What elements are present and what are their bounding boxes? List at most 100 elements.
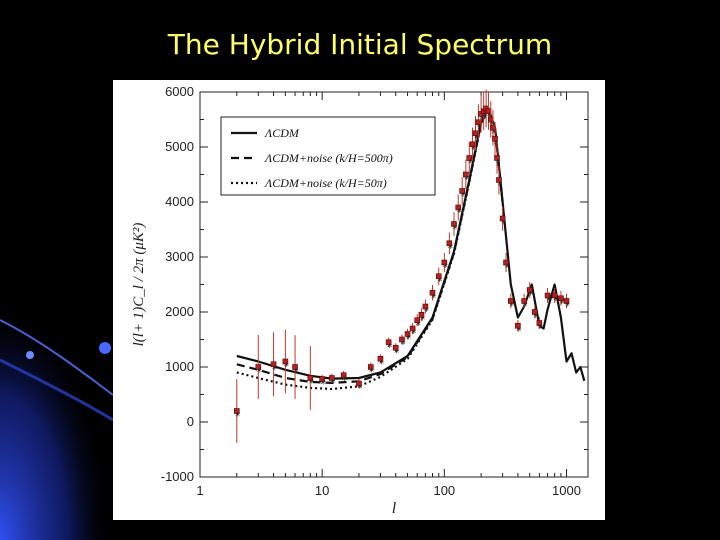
series-curve-1	[236, 108, 504, 384]
data-point	[459, 188, 465, 194]
star-marker: *	[516, 326, 521, 337]
star-marker: *	[342, 375, 347, 386]
star-marker: *	[474, 133, 479, 144]
x-tick-label: 1000	[552, 483, 581, 498]
star-marker: *	[546, 296, 551, 307]
x-tick-label: 1	[196, 483, 203, 498]
data-point	[466, 155, 473, 161]
data-point	[340, 372, 347, 379]
star-marker: *	[424, 307, 429, 318]
star-marker: *	[257, 367, 262, 378]
x-tick-label: 100	[433, 483, 455, 498]
data-point	[282, 358, 289, 365]
y-tick-label: 3000	[165, 249, 194, 264]
star-marker: *	[452, 224, 457, 235]
data-point	[409, 325, 416, 332]
data-point	[494, 155, 500, 161]
data-point	[446, 240, 453, 247]
star-marker: *	[468, 158, 473, 169]
data-point	[451, 221, 457, 227]
star-marker: *	[416, 320, 421, 331]
star-marker: *	[509, 301, 514, 312]
data-point	[492, 135, 498, 142]
star-marker: *	[553, 296, 558, 307]
data-point	[356, 380, 362, 387]
data-point	[515, 322, 521, 329]
y-tick-label: -1000	[161, 469, 194, 484]
star-marker: *	[406, 334, 411, 345]
series-curve-2	[236, 108, 504, 391]
star-marker: *	[559, 298, 564, 309]
star-marker: *	[431, 293, 436, 304]
star-marker: *	[387, 342, 392, 353]
star-marker: *	[505, 263, 510, 274]
star-marker: *	[482, 111, 487, 122]
x-axis-label: l	[392, 500, 397, 517]
data-point	[367, 364, 374, 370]
data-point	[255, 364, 262, 370]
data-point	[404, 331, 411, 337]
data-point	[563, 298, 570, 304]
star-marker: *	[457, 208, 462, 219]
data-point	[463, 171, 469, 178]
data-point	[507, 298, 514, 304]
y-tick-label: 1000	[165, 359, 194, 374]
y-tick-label: 5000	[165, 139, 194, 154]
star-marker: *	[443, 263, 448, 274]
data-point	[455, 204, 462, 211]
data-point	[399, 336, 405, 343]
data-point	[392, 344, 399, 351]
data-point	[270, 361, 277, 368]
data-point	[385, 339, 392, 346]
data-point	[414, 317, 421, 324]
star-marker: *	[379, 359, 384, 370]
star-marker: *	[496, 158, 501, 169]
data-point	[441, 259, 448, 266]
star-marker: *	[448, 243, 453, 254]
star-marker: *	[494, 139, 499, 150]
y-tick-label: 6000	[165, 84, 194, 99]
y-tick-label: 2000	[165, 304, 194, 319]
cmb-spectrum-chart: 1 10 100 1000 -1000 0 1000 2000 3000 4000 5000 600…	[131, 84, 589, 517]
star-marker: *	[538, 323, 543, 334]
data-point	[544, 292, 551, 299]
legend-label-1: ΛCDM+noise (k/H=500π)	[264, 151, 393, 165]
star-marker: *	[420, 315, 425, 326]
slide-title: The Hybrid Initial Spectrum	[167, 28, 553, 61]
data-point	[233, 408, 240, 414]
star-marker: *	[394, 348, 399, 359]
data-point	[496, 177, 502, 183]
star-marker: *	[369, 367, 374, 378]
star-marker: *	[294, 367, 299, 378]
data-point	[551, 292, 558, 299]
data-point	[292, 364, 298, 370]
legend-label-0: ΛCDM	[264, 126, 300, 140]
x-tick-label: 10	[315, 483, 329, 498]
star-marker: *	[437, 276, 442, 287]
star-marker: *	[357, 384, 362, 395]
data-point	[422, 303, 429, 310]
star-marker: *	[284, 362, 289, 373]
star-marker: *	[411, 329, 416, 340]
star-marker: *	[528, 290, 533, 301]
data-point	[429, 289, 436, 296]
data-point	[503, 259, 509, 266]
data-point	[499, 215, 506, 222]
star-marker: *	[533, 312, 538, 323]
data-point	[558, 295, 564, 302]
star-marker: *	[565, 301, 570, 312]
data-point	[469, 141, 476, 148]
star-marker: *	[477, 122, 482, 133]
star-marker: *	[464, 175, 469, 186]
star-marker: *	[480, 114, 485, 125]
data-point	[526, 287, 533, 293]
data-point	[531, 309, 538, 315]
legend-label-2: ΛCDM+noise (k/H=50π)	[264, 176, 387, 190]
y-axis-label: l(l+ 1)C_l / 2π (μK²)	[131, 223, 147, 347]
star-marker: *	[235, 411, 240, 422]
star-marker: *	[272, 364, 277, 375]
y-tick-label: 0	[187, 414, 194, 429]
y-tick-label: 4000	[165, 194, 194, 209]
chart-panel: 1 10 100 1000 -1000 0 1000 2000 3000 4000 5000 600…	[113, 80, 605, 520]
star-marker: *	[461, 191, 466, 202]
